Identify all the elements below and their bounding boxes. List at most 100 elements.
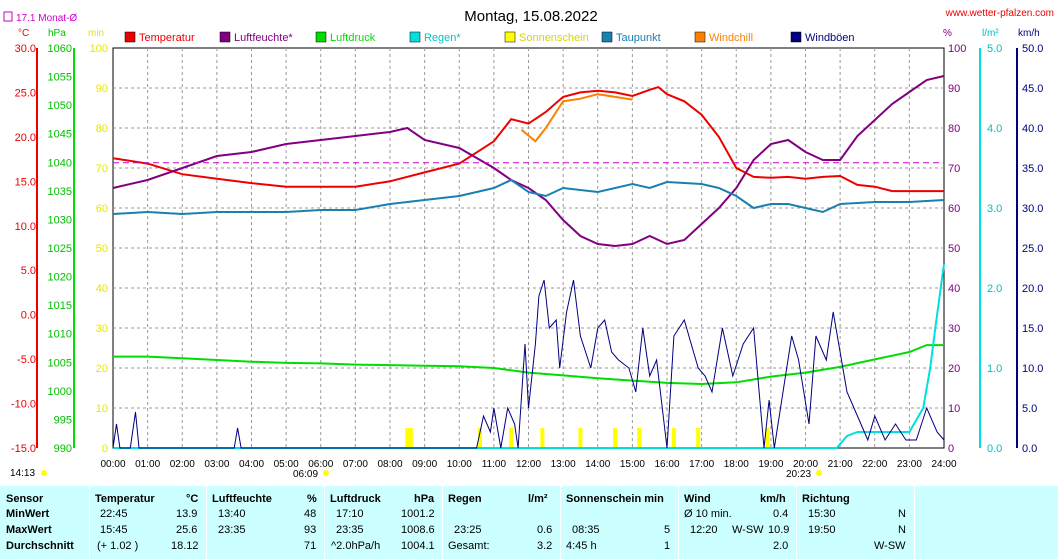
wind-tick-label: 40.0 (1022, 123, 1043, 135)
pressure-tick-label: 1005 (48, 357, 72, 369)
max-hum-value: 93 (304, 524, 317, 536)
max-hum-time: 23:35 (218, 524, 246, 536)
legend-label: Sonnenschein (519, 32, 589, 44)
min-hum-value: 48 (304, 508, 317, 520)
col-rain-unit: l/m² (528, 493, 548, 505)
max-sun-value: 5 (664, 524, 671, 536)
sunshine-tick-label: 70 (96, 163, 108, 175)
avg-temp-value: 18.12 (171, 540, 199, 552)
humidity-tick-label: 60 (948, 203, 960, 215)
unit-pressure: hPa (48, 28, 66, 39)
sunshine-bar (478, 428, 483, 448)
min-temp-time: 22:45 (100, 508, 128, 520)
max-rain-time: 23:25 (454, 524, 482, 536)
wind-tick-label: 30.0 (1022, 203, 1043, 215)
x-tick-label: 19:00 (758, 459, 783, 470)
wind-tick-label: 0.0 (1022, 443, 1037, 455)
series-temperatur (112, 85, 944, 193)
pressure-tick-label: 1020 (48, 272, 72, 284)
max-sun-time: 08:35 (572, 524, 600, 536)
x-tick-label: 10:00 (447, 459, 472, 470)
sun-total-hours: 4:45 h (566, 540, 597, 552)
legend-label: Windböen (805, 32, 855, 44)
pressure-tick-label: 1015 (48, 300, 72, 312)
monthly-avg-marker-icon (3, 11, 13, 22)
min-temp-value: 13.9 (176, 508, 198, 520)
x-tick-label: 16:00 (654, 459, 679, 470)
rain-tick-label: 0.0 (987, 443, 1002, 455)
col-humidity-unit: % (307, 493, 317, 505)
avg-press-trend: ^2.0hPa/h (331, 540, 381, 552)
rain-total-value: 3.2 (537, 540, 553, 552)
temperature-tick-label: 5.0 (21, 265, 36, 277)
temperature-tick-label: 20.0 (15, 132, 36, 144)
site-link[interactable]: www.wetter-pfalzen.com (945, 8, 1054, 19)
temperature-tick-label: 0.0 (21, 310, 36, 322)
legend-label: Taupunkt (616, 32, 661, 44)
temperature-tick-label: -5.0 (17, 354, 36, 366)
legend-label: Windchill (709, 32, 753, 44)
col-pressure: Luftdruck (330, 493, 381, 505)
grid (113, 48, 944, 448)
humidity-tick-label: 10 (948, 403, 960, 415)
unit-temperature: °C (18, 28, 29, 39)
pressure-tick-label: 1045 (48, 129, 72, 141)
x-tick-label: 15:00 (620, 459, 645, 470)
col-humidity: Luftfeuchte (212, 493, 272, 505)
min-hum-time: 13:40 (218, 508, 246, 520)
sunshine-tick-label: 40 (96, 283, 108, 295)
max-dir-time: 19:50 (808, 524, 836, 536)
sunrise-icon (323, 470, 329, 476)
x-tick-label: 05:00 (274, 459, 299, 470)
sunshine-tick-label: 50 (96, 243, 108, 255)
unit-sunshine: min (88, 28, 104, 39)
temperature-tick-label: 30.0 (15, 43, 36, 55)
pressure-tick-label: 1025 (48, 243, 72, 255)
x-tick-label: 06:00 (308, 459, 333, 470)
x-tick-label: 12:00 (516, 459, 541, 470)
sunrise-label: 06:09 (293, 469, 318, 480)
x-tick-label: 14:00 (585, 459, 610, 470)
rain-total-label: Gesamt: (448, 540, 490, 552)
min-press-time: 17:10 (336, 508, 364, 520)
pressure-tick-label: 1050 (48, 100, 72, 112)
axes: 00:00 01:00 02:00 03:00 04:00 05:00 06:00 07:00… (11, 43, 1044, 470)
col-direction: Richtung (802, 493, 850, 505)
wind-avg-label: Ø 10 min. (684, 508, 732, 520)
sunshine-tick-label: 0 (102, 443, 108, 455)
humidity-tick-label: 30 (948, 323, 960, 335)
pressure-tick-label: 1055 (48, 72, 72, 84)
legend-swatch (790, 31, 802, 43)
monthly-avg-label: 17.1 Monat-Ø (16, 13, 77, 24)
wind-tick-label: 10.0 (1022, 363, 1043, 375)
rain-tick-label: 5.0 (987, 43, 1002, 55)
sunshine-bar (671, 428, 676, 448)
sunshine-tick-label: 30 (96, 323, 108, 335)
avg-dir-value: W-SW (874, 540, 906, 552)
sunshine-tick-label: 80 (96, 123, 108, 135)
col-sunshine: Sonnenschein min (566, 493, 664, 505)
sunshine-tick-label: 90 (96, 83, 108, 95)
avg-temp-delta: (+ 1.02 ) (97, 540, 139, 552)
legend-swatch (219, 31, 231, 43)
sunshine-bars (405, 428, 770, 448)
series-regen (113, 263, 945, 449)
humidity-tick-label: 0 (948, 443, 954, 455)
col-pressure-unit: hPa (414, 493, 435, 505)
sun-icon (41, 470, 47, 476)
daylight-label: 14:13 (10, 468, 35, 479)
avg-hum-value: 71 (304, 540, 317, 552)
series-luftfeuchte (112, 75, 945, 248)
min-dir-value: N (898, 508, 906, 520)
stats-table: Sensor Temperatur °C Luftfeuchte % Luftd… (0, 486, 1058, 559)
legend: Temperatur Luftfeuchte* Luftdruck Regen* Son… (124, 31, 855, 44)
sunshine-bar (578, 428, 583, 448)
row-label-avg: Durchschnitt (6, 540, 74, 552)
pressure-tick-label: 995 (54, 414, 72, 426)
min-wind-value: 0.4 (773, 508, 789, 520)
pressure-tick-label: 990 (54, 443, 72, 455)
sunshine-tick-label: 100 (90, 43, 108, 55)
x-tick-label: 21:00 (828, 459, 853, 470)
wind-tick-label: 20.0 (1022, 283, 1043, 295)
col-temperature: Temperatur (95, 493, 155, 505)
